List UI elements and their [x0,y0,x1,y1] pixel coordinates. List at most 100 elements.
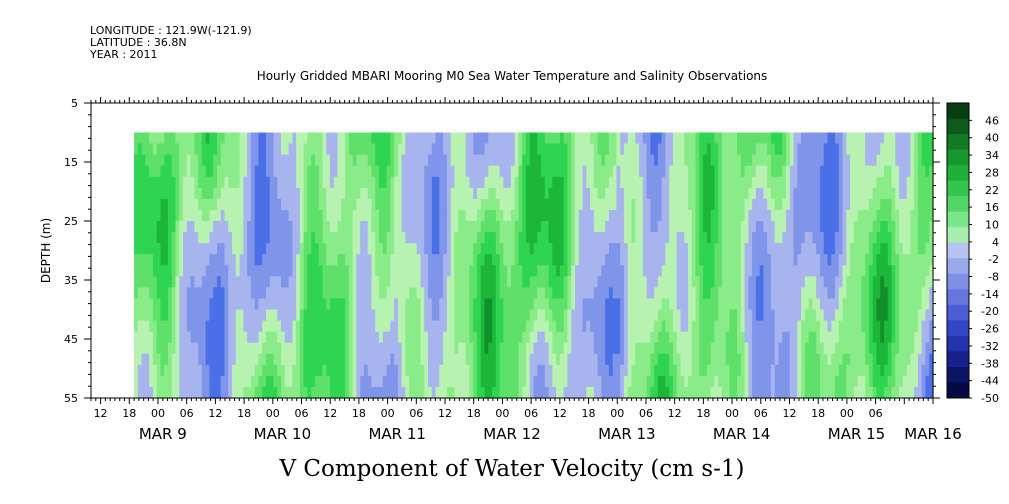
heatmap-cell [672,386,678,399]
heatmap-cell [518,375,523,388]
heatmap-cell [228,165,233,178]
heatmap-cell [763,342,768,355]
heatmap-cell [914,265,919,277]
heatmap-cell [710,243,716,255]
heatmap-cell [205,320,211,333]
heatmap-cell [224,287,229,300]
heatmap-cell [684,165,689,178]
heatmap-cell [292,287,297,300]
heatmap-cell [623,364,629,377]
heatmap-cell [793,243,798,255]
heatmap-cell [729,331,734,344]
heatmap-cell [386,243,391,255]
heatmap-cell [213,353,218,366]
heatmap-cell [333,232,339,244]
heatmap-cell [296,221,301,233]
heatmap-cell [620,209,625,222]
heatmap-cell [725,309,731,322]
heatmap-cell [782,386,787,399]
heatmap-cell [876,287,881,300]
heatmap-cell [428,265,433,277]
heatmap-cell [510,320,516,333]
heatmap-cell [190,287,195,300]
heatmap-cell [544,165,550,178]
heatmap-cell [247,331,252,344]
heatmap-cell [194,309,199,322]
heatmap-cell [770,298,776,311]
heatmap-cell [842,243,847,255]
heatmap-cell [729,320,734,333]
heatmap-cell [714,165,719,178]
heatmap-cell [503,375,508,388]
heatmap-cell [465,209,471,222]
heatmap-cell [416,386,422,399]
heatmap-cell [149,342,154,355]
heatmap-cell [495,143,501,156]
heatmap-cell [827,143,832,156]
heatmap-cell [868,298,874,311]
heatmap-cell [416,375,422,388]
heatmap-cell [665,375,670,388]
heatmap-cell [156,265,162,277]
heatmap-cell [473,165,478,178]
heatmap-cell [529,287,535,300]
heatmap-cell [156,331,162,344]
heatmap-cell [390,221,395,233]
heatmap-cell [631,386,636,399]
heatmap-cell [379,375,384,388]
heatmap-cell [379,309,384,322]
heatmap-cell [786,342,791,355]
heatmap-cell [850,221,855,233]
heatmap-cell [718,287,723,300]
heatmap-cell [454,165,459,178]
heatmap-cell [906,276,911,288]
heatmap-cell [250,276,256,288]
heatmap-cell [503,209,508,222]
heatmap-cell [477,254,482,266]
heatmap-cell [710,176,716,189]
heatmap-cell [571,132,576,145]
heatmap-cell [537,375,542,388]
heatmap-cell [895,165,900,178]
heatmap-cell [853,364,859,377]
heatmap-cell [842,353,847,366]
heatmap-cell [382,265,388,277]
heatmap-cell [330,232,335,244]
heatmap-cell [612,342,618,355]
heatmap-cell [759,187,765,200]
heatmap-cell [650,176,655,189]
heatmap-cell [330,298,335,311]
heatmap-cell [608,154,614,167]
heatmap-cell [525,386,531,399]
heatmap-cell [835,176,840,189]
heatmap-cell [770,176,776,189]
heatmap-cell [525,232,531,244]
heatmap-cell [552,232,557,244]
heatmap-cell [303,232,309,244]
heatmap-cell [250,143,256,156]
heatmap-cell [812,165,817,178]
heatmap-cell [819,143,825,156]
heatmap-cell [461,176,467,189]
heatmap-cell [876,298,881,311]
heatmap-cell [556,287,561,300]
heatmap-cell [232,276,237,288]
heatmap-cell [454,232,459,244]
heatmap-cell [495,364,501,377]
heatmap-cell [872,154,878,167]
heatmap-cell [850,254,855,266]
heatmap-cell [525,176,531,189]
heatmap-cell [823,221,829,233]
heatmap-cell [303,320,309,333]
heatmap-cell [424,320,429,333]
heatmap-cell [277,331,282,344]
heatmap-cell [744,342,749,355]
heatmap-cell [593,176,599,189]
heatmap-cell [216,209,222,222]
heatmap-cell [299,331,305,344]
heatmap-cell [477,353,482,366]
heatmap-cell [465,342,471,355]
heatmap-cell [220,143,226,156]
heatmap-cell [183,198,188,211]
heatmap-cell [563,320,569,333]
